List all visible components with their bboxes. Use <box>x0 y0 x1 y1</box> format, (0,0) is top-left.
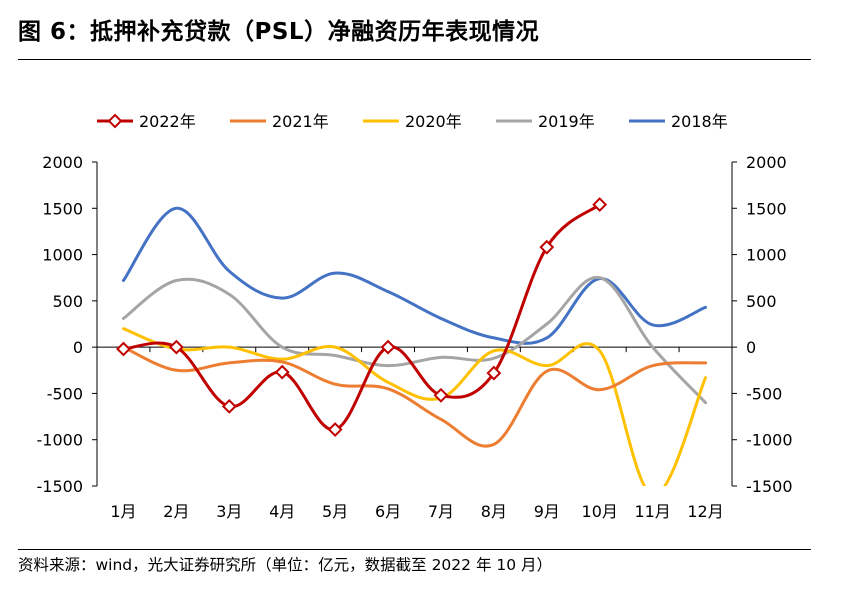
x-tick-label: 6月 <box>375 502 401 521</box>
legend-marker <box>107 113 123 129</box>
y-tick-label-left: 1500 <box>42 199 83 218</box>
source-note: 资料来源：wind，光大证券研究所（单位：亿元，数据截至 2022 年 10 月… <box>18 556 553 574</box>
y-tick-label-right: 1500 <box>746 199 787 218</box>
series-line-2020年 <box>121 327 708 486</box>
legend-label-2019年: 2019年 <box>538 112 595 131</box>
data-point-2022年 <box>274 364 290 380</box>
x-tick-label: 10月 <box>582 502 618 521</box>
y-tick-label-right: 0 <box>746 338 756 357</box>
data-point-2022年 <box>221 398 237 414</box>
x-tick-label: 12月 <box>687 502 723 521</box>
x-tick-label: 5月 <box>322 502 348 521</box>
source-rule <box>18 549 811 550</box>
series-line-2019年 <box>121 276 708 405</box>
series-line-2018年 <box>121 206 708 345</box>
y-tick-label-right: -500 <box>746 384 782 403</box>
series-2020年 <box>121 327 708 486</box>
y-tick-label-right: -1000 <box>746 431 793 450</box>
y-tick-label-left: -1000 <box>37 431 84 450</box>
legend-label-2020年: 2020年 <box>405 112 462 131</box>
y-tick-label-right: 1000 <box>746 246 787 265</box>
x-tick-label: 9月 <box>534 502 560 521</box>
y-tick-label-left: 500 <box>52 292 83 311</box>
data-point-2022年 <box>486 365 502 381</box>
y-tick-label-right: 500 <box>746 292 777 311</box>
legend: 2022年 2021年 2020年 2019年 2018年 <box>97 112 728 131</box>
y-tick-label-left: 2000 <box>42 153 83 172</box>
y-tick-label-left: -1500 <box>37 477 84 496</box>
data-point-2022年 <box>168 339 184 355</box>
series-2019年 <box>121 276 708 405</box>
data-point-2022年 <box>539 239 555 255</box>
data-point-2022年 <box>592 197 608 212</box>
data-point-2022年 <box>116 341 131 357</box>
x-tick-label: 8月 <box>481 502 507 521</box>
x-tick-label: 3月 <box>216 502 242 521</box>
title-rule <box>18 59 811 60</box>
series-layer <box>116 197 708 486</box>
legend-label-2022年: 2022年 <box>139 112 196 131</box>
data-point-2022年 <box>327 422 343 437</box>
legend-label-2018年: 2018年 <box>671 112 728 131</box>
y-tick-label-right: -1500 <box>746 477 793 496</box>
data-point-2022年 <box>433 387 449 403</box>
y-tick-label-left: -500 <box>47 384 83 403</box>
series-line-2022年 <box>121 203 602 432</box>
y-tick-label-left: 1000 <box>42 246 83 265</box>
data-point-2022年 <box>380 339 396 355</box>
series-2021年 <box>121 345 708 448</box>
x-tick-label: 2月 <box>163 502 189 521</box>
x-tick-label: 1月 <box>110 502 136 521</box>
series-2018年 <box>121 206 708 345</box>
series-line-2021年 <box>121 345 708 448</box>
series-2022年 <box>116 197 608 437</box>
x-tick-label: 7月 <box>428 502 454 521</box>
legend-label-2021年: 2021年 <box>272 112 329 131</box>
y-tick-label-right: 2000 <box>746 153 787 172</box>
chart-axes: -1500 -1500 -1000 -1000 -500 -500 0 0 500 500 1000… <box>37 153 793 521</box>
x-tick-label: 4月 <box>269 502 295 521</box>
chart-title: 图 6：抵押补充贷款（PSL）净融资历年表现情况 <box>18 19 540 45</box>
x-tick-label: 11月 <box>634 502 670 521</box>
y-tick-label-left: 0 <box>73 338 83 357</box>
